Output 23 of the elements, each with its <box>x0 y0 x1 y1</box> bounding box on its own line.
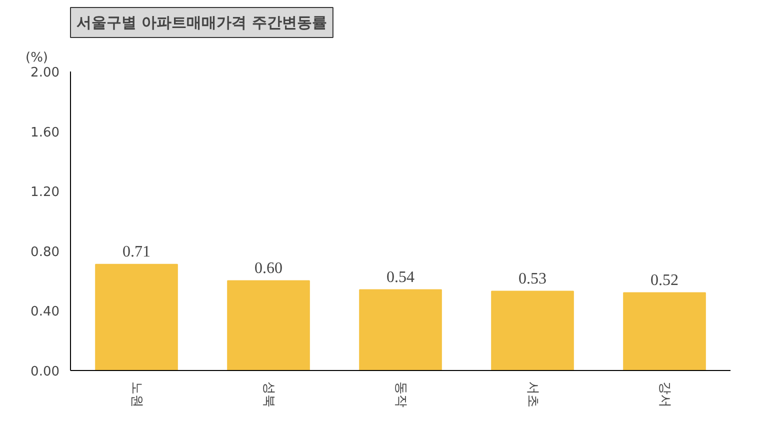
y-tick-label: 1.20 <box>30 185 60 200</box>
chart-title: 서울구별 아파트매매가격 주간변동률 <box>76 14 327 32</box>
y-tick-label: 2.00 <box>30 66 60 80</box>
x-tick-label: 강서 <box>657 382 672 408</box>
bar <box>623 292 706 370</box>
data-label: 0.54 <box>386 268 414 286</box>
x-tick-label: 성북 <box>261 382 276 408</box>
y-tick-label: 0.00 <box>30 364 60 380</box>
data-label: 0.53 <box>518 270 546 288</box>
bar <box>95 264 178 370</box>
y-tick-label: 0.80 <box>30 244 60 260</box>
x-tick-label: 동작 <box>393 382 408 408</box>
x-tick-label: 노원 <box>129 382 144 408</box>
data-label: 0.52 <box>650 272 678 289</box>
bar <box>359 289 442 370</box>
data-label: 0.71 <box>122 243 150 260</box>
bar <box>227 280 310 370</box>
y-tick-label: 0.40 <box>30 304 60 320</box>
data-label: 0.60 <box>254 260 282 277</box>
y-axis-title: (%) <box>26 50 48 66</box>
x-tick-label: 서초 <box>525 382 540 408</box>
bar <box>491 290 574 370</box>
y-tick-label: 1.60 <box>30 125 60 140</box>
